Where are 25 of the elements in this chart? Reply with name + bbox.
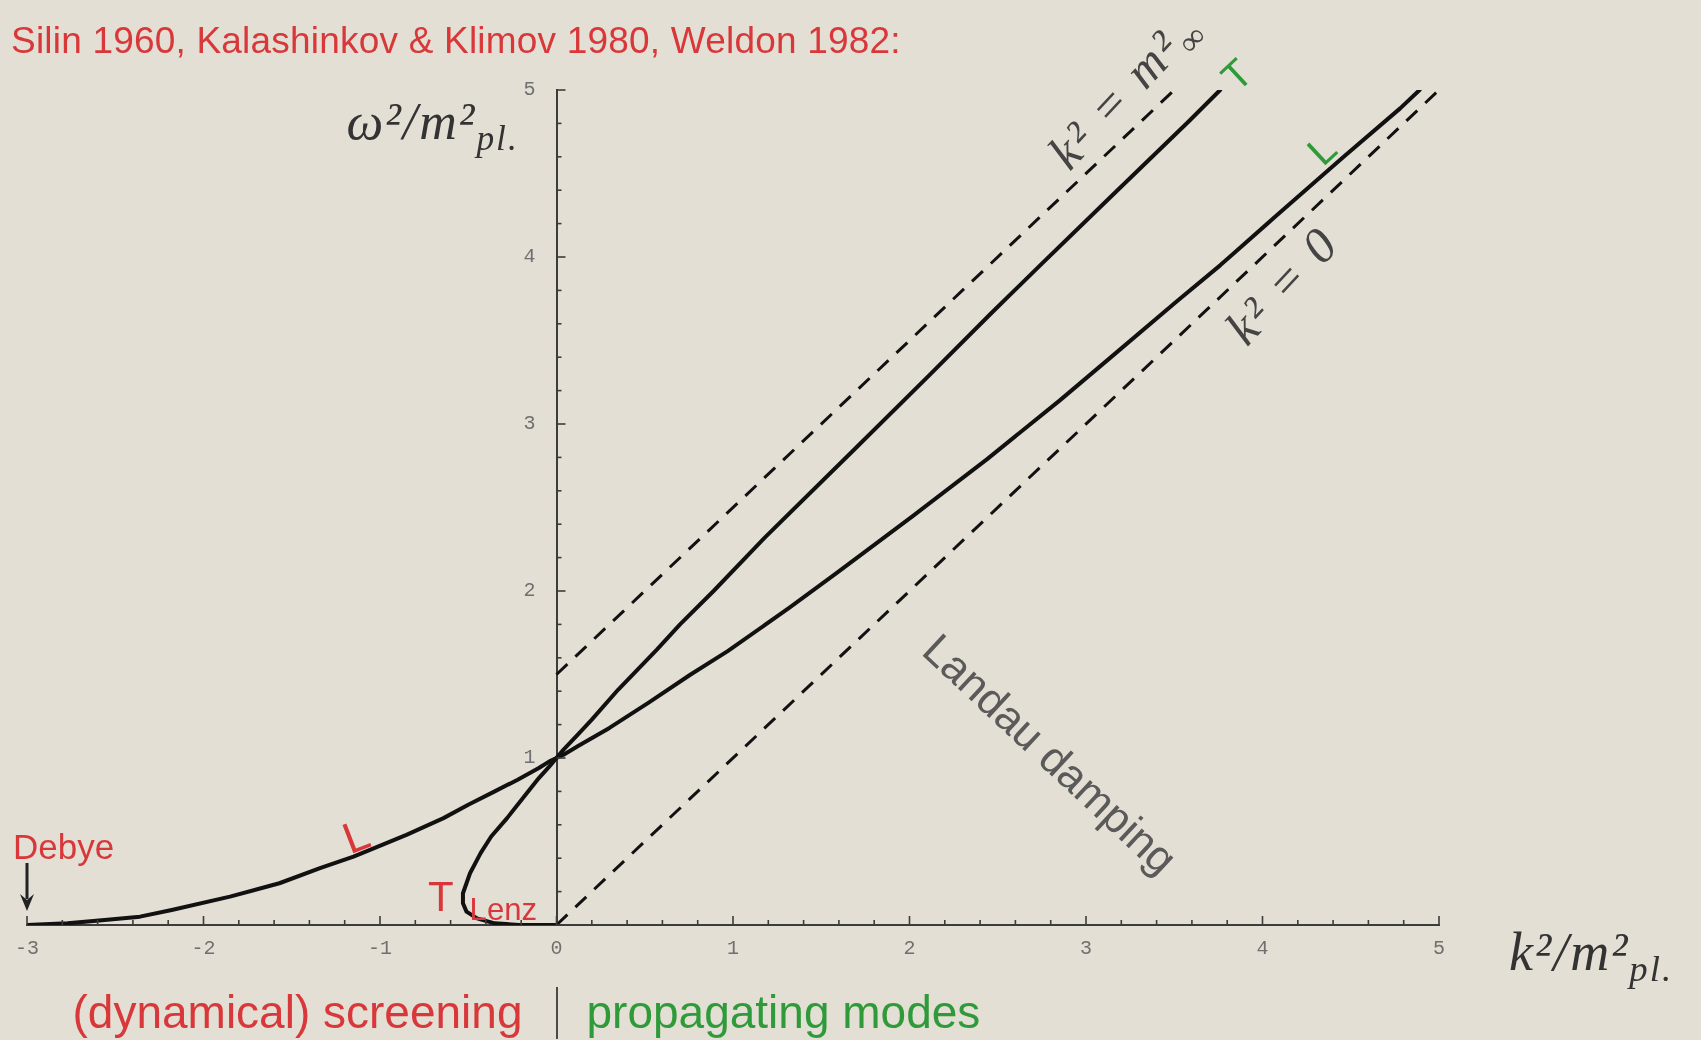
y-tick-label: 2	[523, 579, 536, 603]
y-tick-label: 3	[523, 412, 536, 436]
text: propagating modes	[586, 985, 981, 1039]
y-tick-label: 4	[523, 245, 536, 269]
x-tick-label: -1	[367, 937, 393, 961]
y-tick-label: 5	[523, 78, 536, 102]
annotation: T	[1212, 50, 1262, 100]
y-tick-label: 1	[523, 746, 536, 770]
x-tick-label: 1	[726, 937, 740, 961]
x-tick-label: 4	[1256, 937, 1269, 961]
x-tick-label: 0	[550, 937, 563, 961]
x-tick-label: -2	[191, 937, 216, 961]
annotation: L	[1298, 125, 1346, 174]
x-tick-label: -3	[14, 937, 40, 961]
x-tick-label: 5	[1432, 937, 1446, 961]
annotation: Debye	[13, 827, 115, 867]
annotation: T$_{Lenz}$	[427, 873, 538, 927]
x-tick-label: 3	[1079, 937, 1093, 961]
y-axis-title: ω²/m²$_{pl.}$	[346, 92, 519, 158]
annotation: k² = 0	[1213, 214, 1351, 356]
text: (dynamical) screening	[72, 985, 523, 1039]
chart-title: Silin 1960, Kalashinkov & Klimov 1980, Weldon 1982:	[11, 20, 901, 62]
x-axis-title: k²/m²$_{pl.}$	[1509, 921, 1674, 990]
x-tick-label: 2	[903, 937, 916, 961]
annotation: L	[335, 807, 376, 864]
